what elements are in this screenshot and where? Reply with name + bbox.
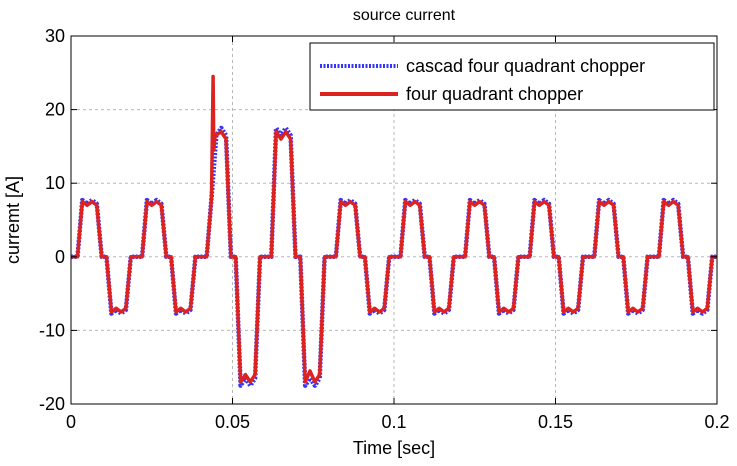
- x-axis-title: Time [sec]: [353, 438, 435, 458]
- y-tick-label: 20: [45, 100, 65, 120]
- y-tick-label: -10: [39, 320, 65, 340]
- y-tick-label: 0: [55, 247, 65, 267]
- y-axis-title: curremt [A]: [3, 176, 23, 264]
- legend: cascad four quadrant chopper four quadra…: [309, 42, 715, 111]
- legend-label-cascad: cascad four quadrant chopper: [406, 56, 645, 76]
- y-tick-label: 30: [45, 26, 65, 46]
- series-line-four-quadrant-chopper: [71, 74, 717, 384]
- y-tick-label: -20: [39, 394, 65, 414]
- legend-label-four-quadrant: four quadrant chopper: [406, 84, 583, 104]
- series-layer: [71, 74, 717, 388]
- x-tick-label: 0.1: [381, 412, 406, 432]
- axis-ticks: [70, 35, 718, 405]
- x-tick-label: 0: [66, 412, 76, 432]
- chart-title: source current: [353, 7, 456, 24]
- legend-box: [309, 42, 715, 111]
- x-tick-label: 0.05: [215, 412, 250, 432]
- x-tick-label: 0.2: [704, 412, 729, 432]
- x-tick-label: 0.15: [538, 412, 573, 432]
- tick-labels: 0 0.05 0.1 0.15 0.2 -20 -10 0 10 20 30: [39, 26, 730, 432]
- y-tick-label: 10: [45, 173, 65, 193]
